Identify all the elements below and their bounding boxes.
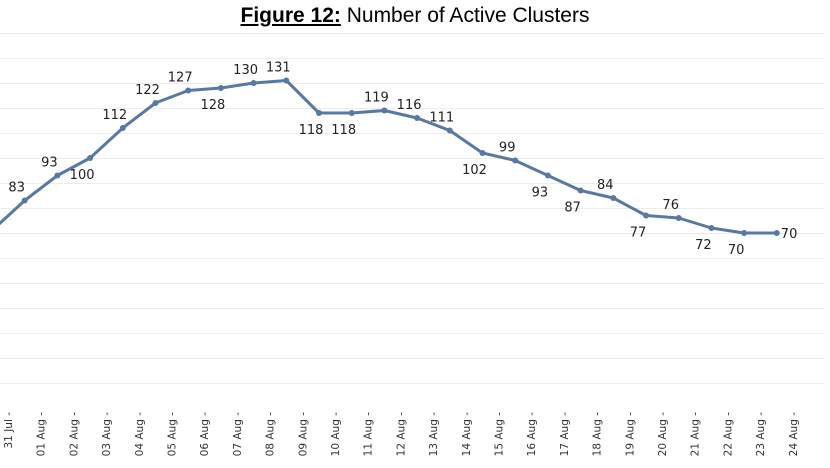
data-point	[414, 115, 421, 121]
data-point	[21, 197, 28, 204]
data-label: 83	[8, 181, 25, 196]
x-tick-label: 02 Aug -	[68, 412, 80, 457]
data-label: 84	[597, 178, 614, 193]
data-label: 128	[200, 98, 225, 113]
x-tick-label: 23 Aug -	[755, 412, 767, 457]
x-tick-label: 20 Aug -	[657, 412, 669, 457]
data-point	[610, 195, 617, 201]
data-label: 77	[630, 226, 647, 241]
data-point	[185, 87, 192, 94]
data-points	[21, 77, 780, 236]
data-label: 112	[102, 108, 127, 123]
x-tick-label: 14 Aug -	[461, 412, 473, 457]
data-labels: 7183931001121221271281301311181181191161…	[8, 61, 798, 259]
data-label: 93	[532, 186, 549, 201]
data-point	[577, 187, 584, 194]
x-axis-labels: 31 Jul - 01 Aug - 02 Aug - 03 Aug - 04 Aug -…	[3, 412, 800, 457]
data-point	[643, 212, 649, 219]
x-tick-label: 31 Jul -	[3, 412, 15, 449]
data-point	[675, 215, 682, 221]
data-point	[708, 225, 715, 231]
data-point	[54, 172, 61, 179]
data-label: 111	[429, 111, 454, 126]
x-tick-label: 12 Aug -	[395, 412, 407, 457]
x-tick-label: 19 Aug -	[624, 412, 636, 457]
data-label: 100	[70, 168, 95, 183]
data-label: 102	[462, 163, 487, 178]
data-label: 70	[781, 227, 798, 242]
data-point	[512, 157, 519, 164]
data-point	[283, 77, 290, 84]
data-label: 70	[728, 243, 745, 258]
x-tick-label: 24 Aug -	[788, 412, 800, 457]
x-tick-label: 13 Aug -	[428, 412, 440, 457]
figure-number: Figure 12:	[240, 4, 341, 27]
data-point	[479, 150, 486, 156]
x-tick-label: 18 Aug -	[592, 412, 604, 457]
x-tick-label: 01 Aug -	[36, 412, 48, 457]
x-tick-label: 04 Aug -	[134, 412, 146, 457]
data-point	[773, 230, 780, 236]
gridlines	[0, 33, 824, 384]
data-label: 87	[564, 201, 581, 216]
x-tick-label: 16 Aug -	[526, 412, 538, 457]
data-point	[381, 107, 388, 114]
data-point	[741, 230, 748, 236]
data-label: 122	[135, 83, 160, 98]
data-point	[544, 172, 551, 179]
x-tick-label: 06 Aug -	[199, 412, 211, 457]
chart-title: Figure 12: Number of Active Clusters	[0, 4, 830, 28]
x-tick-label: 15 Aug -	[494, 412, 506, 457]
x-tick-label: 21 Aug -	[690, 412, 702, 457]
data-label: 93	[41, 156, 58, 171]
x-tick-label: 11 Aug -	[363, 412, 375, 457]
x-tick-label: 17 Aug -	[559, 412, 571, 457]
data-label: 118	[331, 123, 356, 138]
data-point	[217, 85, 224, 91]
data-label: 118	[299, 123, 324, 138]
x-tick-label: 09 Aug -	[297, 412, 309, 457]
data-point	[250, 80, 257, 86]
data-point	[316, 110, 322, 116]
x-tick-label: 08 Aug -	[265, 412, 277, 457]
x-tick-label: 03 Aug -	[101, 412, 113, 457]
data-label: 131	[266, 61, 291, 76]
data-point	[119, 125, 126, 131]
data-label: 130	[233, 63, 258, 78]
data-label: 116	[397, 98, 422, 113]
data-label: 127	[168, 71, 193, 86]
x-tick-label: 22 Aug -	[722, 412, 734, 457]
data-label: 119	[364, 91, 389, 106]
x-tick-label: 05 Aug -	[167, 412, 179, 457]
data-point	[87, 155, 94, 161]
chart-title-text: Number of Active Clusters	[346, 4, 590, 27]
data-point	[446, 127, 453, 134]
data-label: 72	[695, 238, 712, 253]
x-tick-label: 07 Aug -	[232, 412, 244, 457]
data-point	[152, 100, 159, 106]
x-tick-label: 10 Aug -	[330, 412, 342, 457]
data-label: 99	[499, 141, 516, 156]
data-point	[348, 110, 355, 116]
data-label: 76	[662, 198, 679, 213]
